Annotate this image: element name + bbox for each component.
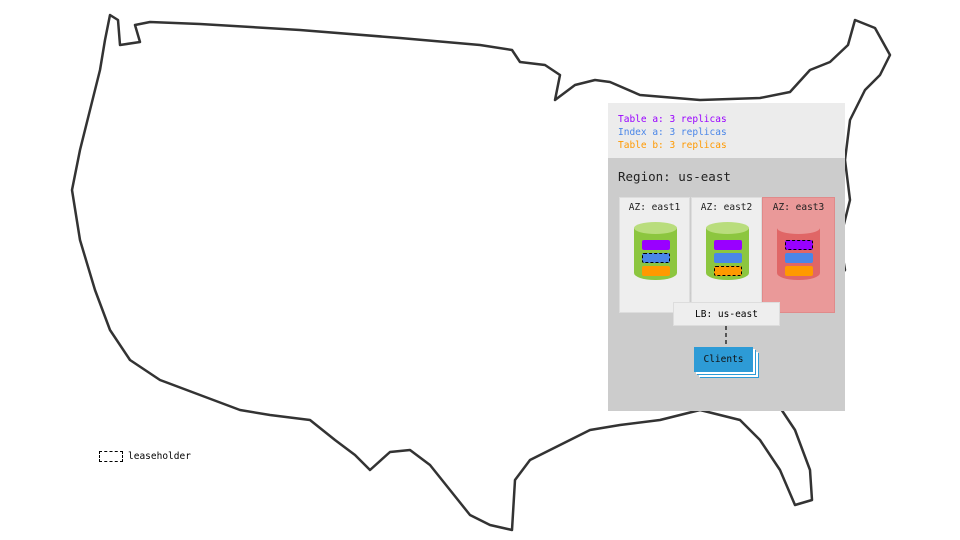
legend-table-a: Table a: 3 replicas bbox=[618, 114, 727, 125]
replica-index-a-leaseholder bbox=[642, 253, 670, 263]
leaseholder-label: leaseholder bbox=[128, 451, 191, 462]
az-label: AZ: east3 bbox=[772, 202, 825, 213]
replica-legend: Table a: 3 replicas Index a: 3 replicas … bbox=[608, 103, 845, 158]
leaseholder-legend: leaseholder bbox=[99, 451, 191, 462]
load-balancer: LB: us-east bbox=[673, 302, 780, 326]
az-label: AZ: east1 bbox=[628, 202, 681, 213]
replica-index-a bbox=[714, 253, 742, 263]
clients-box: Clients bbox=[694, 347, 753, 372]
replica-table-b-leaseholder bbox=[714, 266, 742, 276]
az-east2: AZ: east2 bbox=[691, 197, 762, 313]
az-east3: AZ: east3 bbox=[762, 197, 835, 313]
replica-table-a bbox=[714, 240, 742, 250]
replica-table-b bbox=[785, 266, 813, 276]
dashed-box-icon bbox=[99, 451, 123, 462]
region-panel: Table a: 3 replicas Index a: 3 replicas … bbox=[608, 103, 845, 411]
az-east1: AZ: east1 bbox=[619, 197, 690, 313]
region-label: Region: us-east bbox=[618, 169, 731, 184]
az-label: AZ: east2 bbox=[700, 202, 753, 213]
replica-table-a bbox=[642, 240, 670, 250]
database-icon bbox=[777, 222, 820, 286]
database-icon bbox=[634, 222, 677, 286]
legend-table-b: Table b: 3 replicas bbox=[618, 140, 727, 151]
replica-index-a bbox=[785, 253, 813, 263]
database-icon bbox=[706, 222, 749, 286]
legend-index-a: Index a: 3 replicas bbox=[618, 127, 727, 138]
replica-table-a-leaseholder bbox=[785, 240, 813, 250]
replica-table-b bbox=[642, 266, 670, 276]
